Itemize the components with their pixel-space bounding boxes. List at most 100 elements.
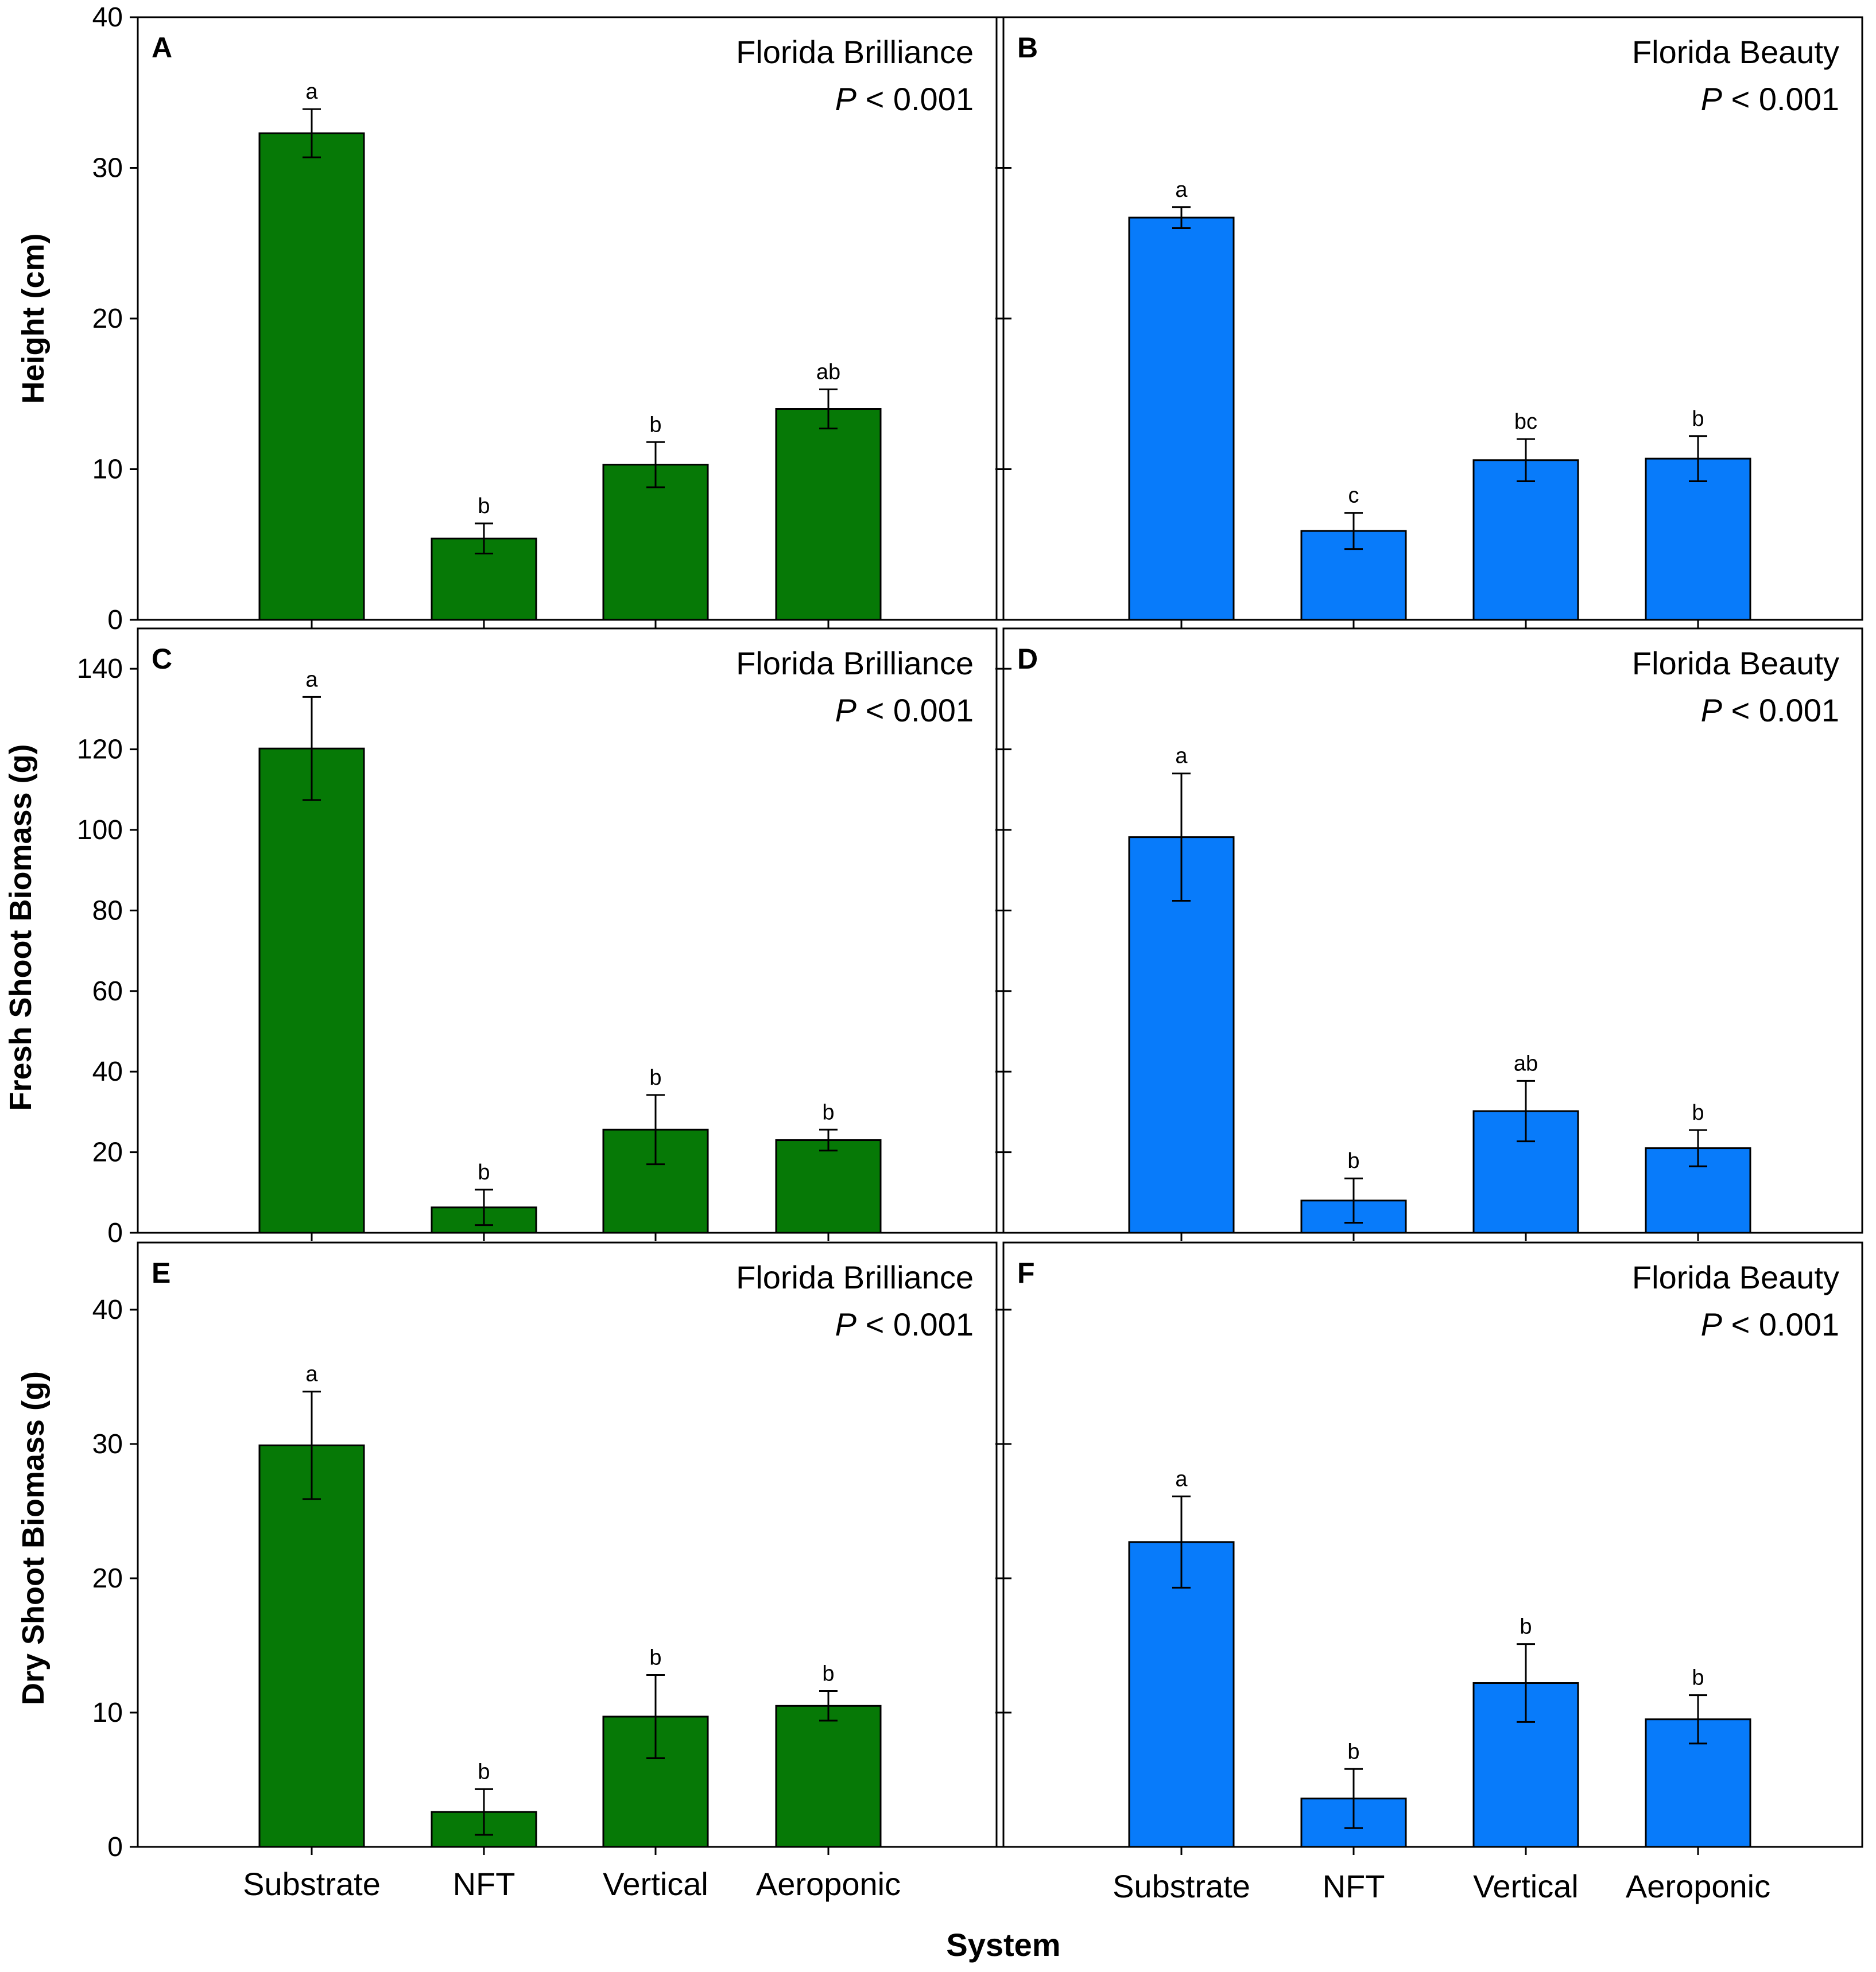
x-category-label-nft-left: NFT [453,1866,515,1902]
panel-f: a b b b F Florida Beauty P < 0.001 [995,1241,1863,1855]
bar-substrate [258,1444,365,1848]
y-tick-label: 20 [92,1563,123,1594]
significance-letter: b [478,1160,490,1185]
significance-letter: b [1692,407,1704,431]
p-value: < 0.001 [856,1306,974,1342]
panel-letter-f: F [1017,1257,1035,1289]
cultivar-label: Florida Beauty [1632,1259,1839,1295]
p-value-label: P < 0.001 [835,692,974,728]
significance-letter: b [822,1662,834,1686]
x-category-label-aeroponic-right: Aeroponic [1626,1868,1770,1904]
cultivar-label: Florida Beauty [1632,34,1839,70]
x-category-label-aeroponic-left: Aeroponic [756,1866,901,1902]
cultivar-label: Florida Brilliance [736,1259,974,1295]
significance-letter: a [1175,178,1188,202]
y-axis-label-fresh-biomass: Fresh Shoot Biomass (g) [3,744,38,1111]
y-axis-label-height: Height (cm) [16,234,51,404]
y-tick-label: 100 [77,815,123,845]
panel-e: 0 10 20 30 40 a b b b E Florida Brilliance P < 0.00… [92,1241,998,1862]
y-tick-label: 40 [92,1295,123,1325]
cultivar-label: Florida Brilliance [736,34,974,70]
panel-frame-e [137,1241,998,1848]
p-value-label: P < 0.001 [1701,692,1839,728]
significance-letter: b [1692,1101,1704,1125]
significance-letter: b [649,413,661,437]
p-value-label: P < 0.001 [835,81,974,117]
significance-letter: b [478,494,490,518]
p-value: < 0.001 [1722,81,1839,117]
panel-letter-d: D [1017,643,1038,675]
significance-letter: c [1348,484,1359,508]
y-tick-label: 30 [92,1429,123,1459]
y-tick-label: 0 [107,605,123,635]
panel-letter-c: C [152,643,172,675]
x-category-label-vertical-right: Vertical [1473,1868,1579,1904]
y-tick-label: 140 [77,654,123,684]
x-category-label-substrate-left: Substrate [243,1866,381,1902]
p-value: < 0.001 [856,692,974,728]
significance-letter: a [305,1362,318,1387]
bar-substrate [1128,216,1235,621]
x-axis-label-system: System [946,1927,1060,1963]
bar-vertical [1472,459,1579,621]
bar-substrate [258,747,365,1234]
bar-aeroponic [775,1705,882,1848]
bar-aeroponic [775,408,882,621]
significance-letter: ab [1514,1051,1538,1076]
panel-c: 0 20 40 60 80 100 120 140 a b b b C Florida Brillianc… [77,627,998,1248]
panel-frame-c [137,627,998,1234]
panel-b: a c bc b B Florida Beauty P < 0.001 [995,16,1863,628]
p-value-label: P < 0.001 [1701,1306,1839,1342]
significance-letter: b [1692,1666,1704,1690]
significance-letter: ab [816,360,840,384]
panel-letter-e: E [152,1257,170,1289]
significance-letter: b [1520,1615,1532,1639]
significance-letter: a [1175,744,1188,768]
y-tick-label: 40 [92,2,123,33]
significance-letter: a [1175,1467,1188,1491]
significance-letter: bc [1514,410,1537,434]
x-category-label-nft-right: NFT [1323,1868,1385,1904]
bar-substrate [1128,836,1235,1234]
p-symbol: P [1701,81,1722,117]
p-symbol: P [835,81,856,117]
p-value: < 0.001 [856,81,974,117]
panel-frame-f [1002,1241,1863,1848]
significance-letter: b [822,1100,834,1124]
panel-letter-a: A [152,32,172,64]
p-value: < 0.001 [1722,1306,1839,1342]
cultivar-label: Florida Beauty [1632,645,1839,681]
panel-letter-b: B [1017,32,1038,64]
p-value: < 0.001 [1722,692,1839,728]
bar-aeroponic [775,1139,882,1234]
p-symbol: P [835,1306,856,1342]
p-value-label: P < 0.001 [1701,81,1839,117]
y-tick-label: 40 [92,1057,123,1087]
y-tick-label: 10 [92,455,123,485]
y-tick-label: 80 [92,895,123,926]
y-tick-label: 10 [92,1698,123,1728]
bar-substrate [258,132,365,621]
y-tick-label: 20 [92,1138,123,1168]
p-symbol: P [1701,692,1722,728]
panel-frame-d [1002,627,1863,1234]
significance-letter: b [649,1066,661,1090]
bar-aeroponic [1645,457,1751,621]
y-tick-label: 20 [92,304,123,334]
y-tick-label: 60 [92,976,123,1007]
p-value-label: P < 0.001 [835,1306,974,1342]
significance-letter: b [478,1760,490,1784]
x-category-label-vertical-left: Vertical [603,1866,708,1902]
y-axis-label-dry-biomass: Dry Shoot Biomass (g) [16,1371,51,1705]
significance-letter: b [1347,1740,1359,1764]
y-tick-label: 30 [92,153,123,184]
x-category-label-substrate-right: Substrate [1113,1868,1250,1904]
y-tick-label: 0 [107,1832,123,1862]
significance-letter: a [305,667,318,692]
significance-letter: b [649,1645,661,1670]
y-tick-label: 120 [77,735,123,765]
significance-letter: a [305,80,318,104]
